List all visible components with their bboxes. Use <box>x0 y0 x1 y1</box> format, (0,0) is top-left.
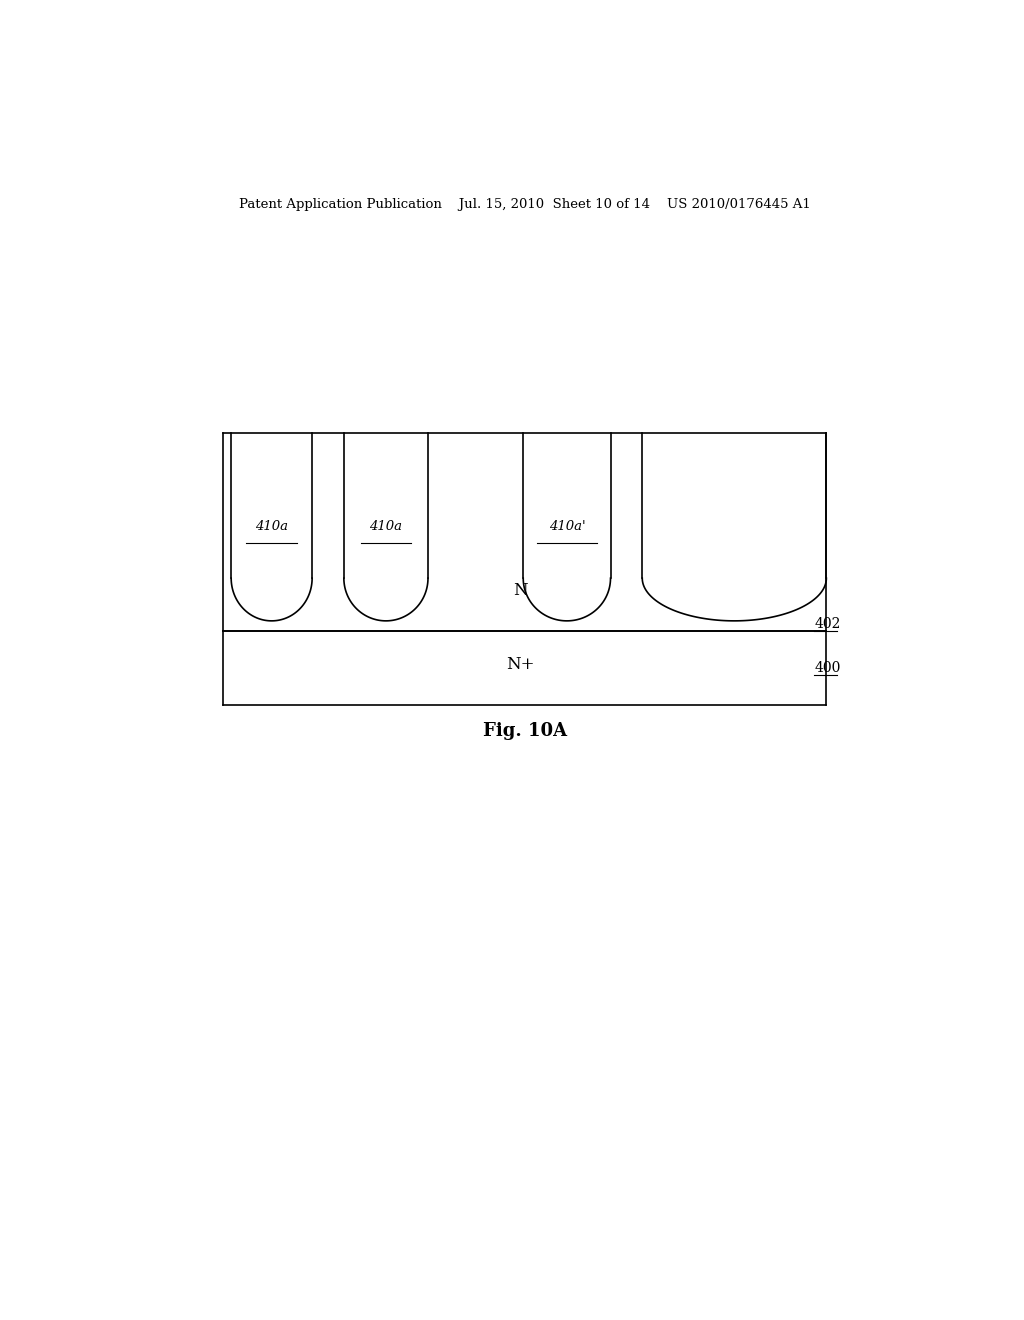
Text: 410a': 410a' <box>549 520 585 533</box>
Text: N+: N+ <box>507 656 536 673</box>
Text: 410a: 410a <box>255 520 288 533</box>
Text: Fig. 10A: Fig. 10A <box>482 722 567 739</box>
Text: 402: 402 <box>814 616 841 631</box>
Text: Patent Application Publication    Jul. 15, 2010  Sheet 10 of 14    US 2010/01764: Patent Application Publication Jul. 15, … <box>239 198 811 211</box>
Text: 400: 400 <box>814 660 841 675</box>
Text: N: N <box>513 582 528 599</box>
Text: 410a: 410a <box>370 520 402 533</box>
